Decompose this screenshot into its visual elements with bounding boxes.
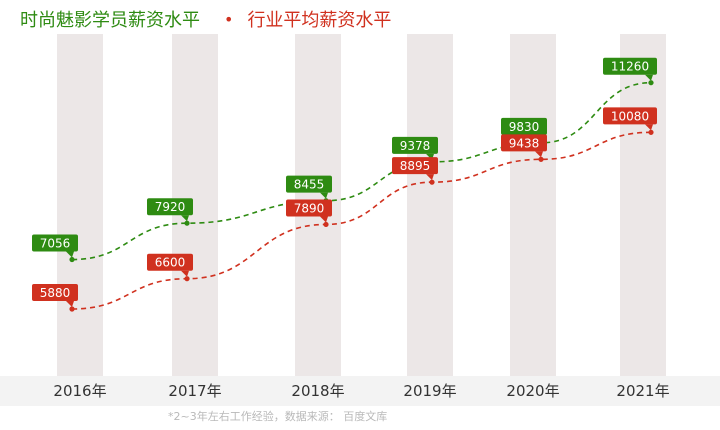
- data-label: 9438: [501, 134, 547, 158]
- data-point: [184, 220, 190, 226]
- x-tick-label: 2021年: [616, 382, 669, 400]
- data-label: 8895: [392, 157, 438, 181]
- data-label-text: 5880: [40, 286, 71, 300]
- data-point: [323, 221, 329, 228]
- year-column: [407, 34, 453, 376]
- data-label-text: 9378: [400, 139, 431, 153]
- footnote: *2~3年左右工作经验，数据来源： 百度文库: [168, 410, 388, 423]
- data-label-text: 9830: [509, 120, 540, 134]
- legend-series-industry: 行业平均薪资水平: [247, 10, 392, 31]
- data-label: 7890: [286, 199, 332, 223]
- data-label-text: 9438: [509, 136, 540, 150]
- data-point: [69, 256, 75, 263]
- data-label-text: 10080: [611, 109, 649, 123]
- data-points: [69, 80, 654, 312]
- data-label: 7056: [32, 234, 78, 258]
- data-point: [429, 179, 435, 185]
- data-label-text: 8455: [294, 178, 325, 192]
- data-label-text: 7920: [155, 200, 186, 214]
- x-axis-band: [0, 376, 720, 406]
- data-label: 10080: [603, 107, 657, 131]
- data-label: 7920: [147, 198, 193, 222]
- data-label: 6600: [147, 253, 193, 277]
- data-point: [69, 306, 75, 312]
- data-label: 11260: [603, 57, 657, 81]
- x-tick-label: 2019年: [403, 382, 456, 400]
- year-column: [510, 34, 556, 376]
- data-point: [648, 80, 654, 86]
- year-column: [620, 34, 666, 376]
- year-column: [57, 34, 103, 376]
- series-line: [71, 81, 652, 261]
- data-label: 5880: [32, 283, 78, 307]
- data-label: 9378: [392, 136, 438, 160]
- data-point: [538, 156, 544, 162]
- data-labels: 7056 7920 8455 9378 9830 11260 5880 6600 7890 889…: [32, 57, 657, 307]
- data-label-text: 7890: [294, 201, 325, 215]
- data-label-text: 11260: [611, 60, 649, 74]
- data-label: 8455: [286, 175, 332, 199]
- x-tick-label: 2017年: [168, 382, 221, 400]
- x-tick-labels: 2016年 2017年 2018年 2019年 2020年 2021年: [53, 382, 669, 400]
- year-columns: [57, 34, 666, 376]
- x-tick-label: 2020年: [506, 382, 559, 400]
- series-line: [71, 131, 652, 310]
- series-lines: [71, 81, 652, 310]
- legend-dot: •: [224, 9, 234, 29]
- x-tick-label: 2016年: [53, 382, 106, 400]
- x-tick-label: 2018年: [291, 382, 344, 400]
- data-point: [184, 276, 190, 282]
- legend-series-students: 时尚魅影学员薪资水平: [20, 10, 200, 31]
- data-point: [648, 129, 654, 135]
- legend: 时尚魅影学员薪资水平 • 行业平均薪资水平: [20, 6, 391, 32]
- data-label-text: 6600: [155, 256, 186, 270]
- data-label-text: 8895: [400, 159, 431, 173]
- data-label-text: 7056: [40, 237, 71, 251]
